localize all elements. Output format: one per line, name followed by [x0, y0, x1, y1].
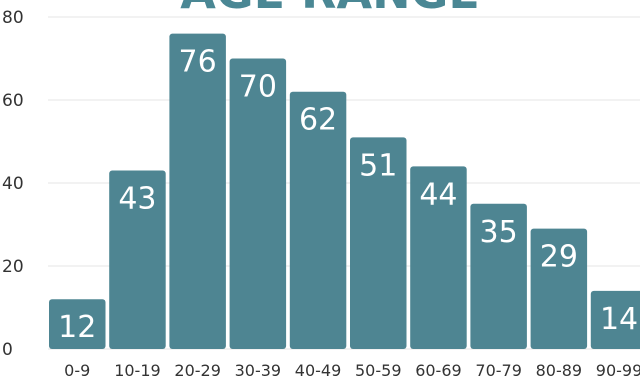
- bar-value-label: 44: [419, 177, 457, 212]
- data-labels: 12 43 76 70 62 51 44 35 29 14: [58, 45, 638, 346]
- bar: [109, 170, 166, 349]
- y-axis-ticks: 0 20 40 60 80: [2, 8, 24, 360]
- bar: [350, 137, 407, 349]
- x-tick-label: 60-69: [415, 361, 462, 380]
- bar: [530, 228, 588, 349]
- bar: [49, 299, 106, 349]
- x-tick-label: 90-99: [596, 361, 640, 380]
- bar: [590, 290, 640, 349]
- x-tick-label: 80-89: [536, 361, 583, 380]
- bar-value-label: 35: [480, 215, 518, 250]
- x-tick-label: 40-49: [295, 361, 342, 380]
- y-tick-label: 0: [2, 340, 13, 360]
- bar: [470, 203, 527, 349]
- bar-value-label: 70: [239, 70, 277, 105]
- y-tick-label: 60: [2, 91, 24, 111]
- x-tick-label: 50-59: [355, 361, 402, 380]
- x-tick-label: 30-39: [235, 361, 282, 380]
- x-axis-ticks: 0-9 10-19 20-29 30-39 40-49 50-59 60-69 70-79 80…: [64, 361, 640, 380]
- bar-value-label: 12: [58, 310, 96, 345]
- y-tick-label: 40: [2, 174, 24, 194]
- bar-value-label: 43: [118, 182, 156, 217]
- bar: [169, 33, 226, 349]
- bar-value-label: 76: [179, 45, 217, 80]
- bar-value-label: 14: [600, 302, 638, 337]
- bar-value-label: 29: [540, 240, 578, 275]
- x-tick-label: 70-79: [475, 361, 522, 380]
- bar-value-label: 51: [359, 148, 397, 183]
- x-tick-label: 10-19: [114, 361, 161, 380]
- chart-title: AGE RANGE: [180, 0, 480, 19]
- bar-value-label: 62: [299, 103, 337, 138]
- x-tick-label: 20-29: [174, 361, 221, 380]
- bars: [49, 33, 640, 349]
- y-tick-label: 20: [2, 257, 24, 277]
- x-tick-label: 0-9: [64, 361, 90, 380]
- bar: [289, 91, 347, 349]
- y-tick-label: 80: [2, 8, 24, 28]
- bar: [410, 166, 467, 349]
- bar: [229, 58, 287, 349]
